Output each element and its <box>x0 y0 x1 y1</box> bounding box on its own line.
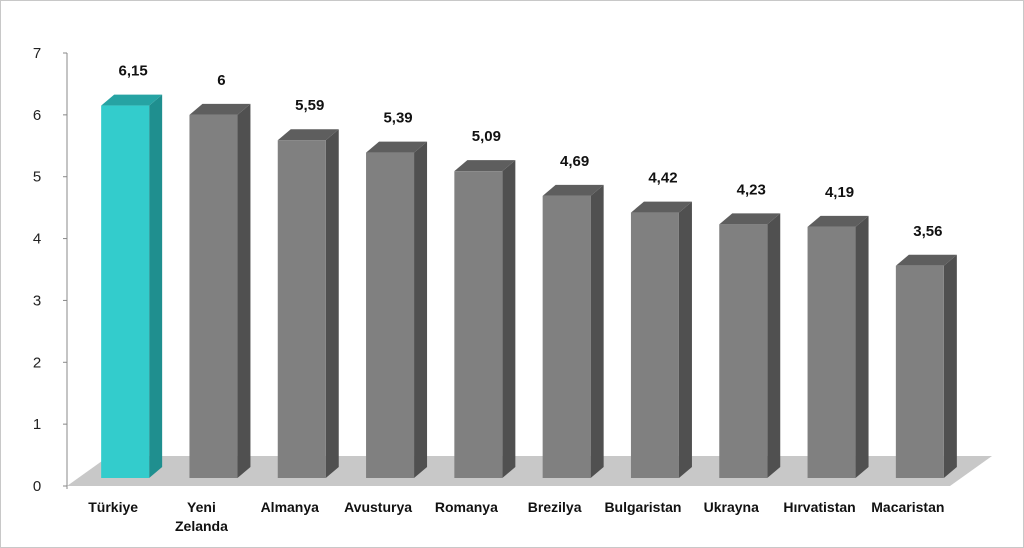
y-tick-label: 1 <box>33 416 41 433</box>
y-tick-label: 6 <box>33 107 41 124</box>
bar <box>895 254 957 478</box>
bar-side <box>943 254 957 478</box>
x-tick-label-line: Macaristan <box>871 499 944 515</box>
bar-top <box>807 215 869 227</box>
x-tick-label-line: Brezilya <box>528 499 582 515</box>
data-label: 3,56 <box>913 223 942 240</box>
bar <box>719 213 781 478</box>
y-tick-label: 7 <box>33 45 41 62</box>
x-tick-label: Ukrayna <box>704 499 759 515</box>
x-tick-label: Hırvatistan <box>783 499 855 515</box>
x-tick-label: Türkiye <box>88 499 138 515</box>
data-label: 6,15 <box>119 63 148 80</box>
bar-top <box>542 184 604 196</box>
bar-top <box>189 103 251 115</box>
bar-side <box>767 213 781 478</box>
bar-front <box>807 226 856 478</box>
bar-side <box>678 201 692 478</box>
bars <box>101 94 957 478</box>
bar-front <box>454 171 503 478</box>
bar <box>189 103 251 478</box>
labels: 6,15 Türkiye 6 Yeni Zelanda 5,59 Almanya 5,39 Av… <box>88 63 944 534</box>
x-tick-label-line: Türkiye <box>88 499 138 515</box>
bar-front <box>101 105 150 478</box>
bar <box>101 94 163 478</box>
bar-side <box>149 94 163 478</box>
bar <box>630 201 692 478</box>
bar-side <box>590 184 604 478</box>
x-tick-label-line: Yeni <box>187 499 216 515</box>
x-tick-label-line: Zelanda <box>175 518 228 534</box>
bar <box>542 184 604 478</box>
data-label: 5,09 <box>472 128 501 145</box>
x-tick-label: Bulgaristan <box>604 499 681 515</box>
bar-front <box>366 152 415 478</box>
data-label: 5,39 <box>383 110 412 127</box>
x-tick-label: Brezilya <box>528 499 582 515</box>
x-tick-label-line: Avusturya <box>344 499 412 515</box>
data-label: 4,42 <box>648 170 677 187</box>
bar-front <box>719 224 768 478</box>
bar-front <box>277 140 326 478</box>
x-tick-label: Yeni Zelanda <box>175 499 228 534</box>
bar <box>454 160 516 478</box>
x-tick-label-line: Bulgaristan <box>604 499 681 515</box>
bar-top <box>366 141 428 153</box>
y-tick-label: 5 <box>33 169 41 186</box>
bar <box>807 215 869 478</box>
bar-top <box>895 254 957 266</box>
bar <box>277 129 339 478</box>
x-tick-label-line: Hırvatistan <box>783 499 855 515</box>
bar-side <box>414 141 428 478</box>
bar-front <box>630 212 679 478</box>
bar-side <box>855 215 869 478</box>
x-tick-label: Avusturya <box>344 499 412 515</box>
data-label: 4,23 <box>737 181 766 198</box>
bar-front <box>895 265 944 478</box>
y-axis: 0 1 2 3 4 5 6 7 <box>33 45 68 495</box>
bar-top <box>277 129 339 141</box>
y-tick-label: 3 <box>33 292 41 309</box>
data-label: 6 <box>217 72 225 89</box>
data-label: 4,19 <box>825 184 854 201</box>
y-tick-label: 2 <box>33 354 41 371</box>
data-label: 4,69 <box>560 153 589 170</box>
x-tick-label: Macaristan <box>871 499 944 515</box>
y-tick-label: 4 <box>33 231 41 248</box>
bar-front <box>189 114 238 478</box>
bar-side <box>237 103 251 478</box>
y-tick-label: 0 <box>33 478 41 495</box>
bar <box>366 141 428 478</box>
x-tick-label-line: Romanya <box>435 499 498 515</box>
data-label: 5,59 <box>295 97 324 114</box>
bar-top <box>454 160 516 172</box>
bar-front <box>542 195 591 478</box>
x-tick-label-line: Ukrayna <box>704 499 759 515</box>
bar-top <box>101 94 163 106</box>
bar-side <box>325 129 339 478</box>
bar-top <box>719 213 781 225</box>
bar-top <box>630 201 692 213</box>
x-tick-label: Romanya <box>435 499 498 515</box>
x-tick-label-line: Almanya <box>261 499 320 515</box>
bar-side <box>502 160 516 478</box>
x-tick-label: Almanya <box>261 499 320 515</box>
